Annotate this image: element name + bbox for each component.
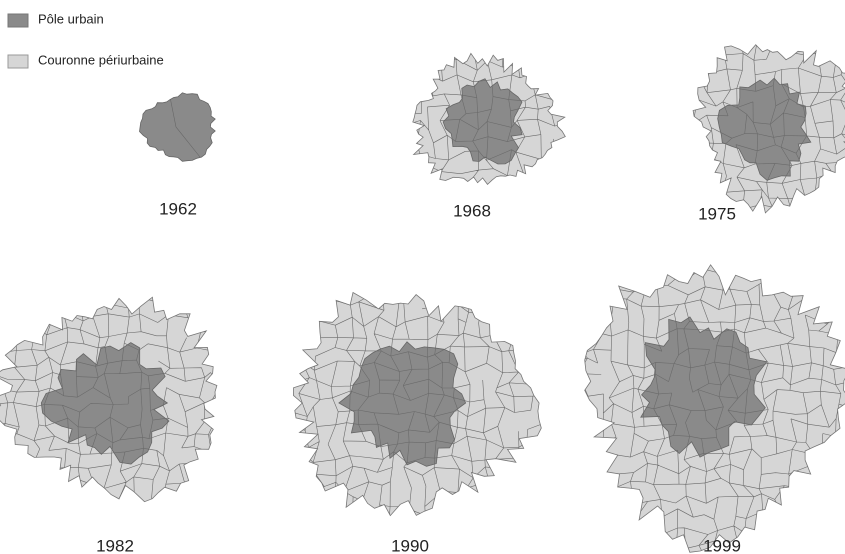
urban-pole (442, 78, 523, 165)
map-year: 1999 (703, 536, 741, 554)
legend-label: Couronne périurbaine (38, 52, 164, 67)
urban-pole (139, 92, 216, 162)
legend-swatch-periurban (7, 54, 29, 69)
map-year: 1990 (391, 536, 429, 554)
urban-pole (40, 342, 170, 465)
map-0: 1962 (139, 92, 216, 218)
map-year: 1962 (159, 199, 197, 218)
commune-boundaries (169, 96, 201, 158)
map-1: 1968 (412, 52, 566, 220)
commune-boundaries (0, 297, 217, 502)
map-5: 1999 (584, 264, 845, 554)
map-2: 1975 (692, 44, 845, 223)
map-3: 1982 (0, 296, 218, 554)
maps: 1962 1968 1975 1982 1990 1999 (0, 44, 845, 554)
urban-pole (338, 341, 467, 467)
map-4: 1990 (292, 291, 542, 554)
map-year: 1982 (96, 536, 134, 554)
map-year: 1975 (698, 204, 736, 223)
map-year: 1968 (453, 201, 491, 220)
legend-label: Pôle urbain (38, 11, 104, 26)
legend-swatch-urban (7, 13, 29, 28)
